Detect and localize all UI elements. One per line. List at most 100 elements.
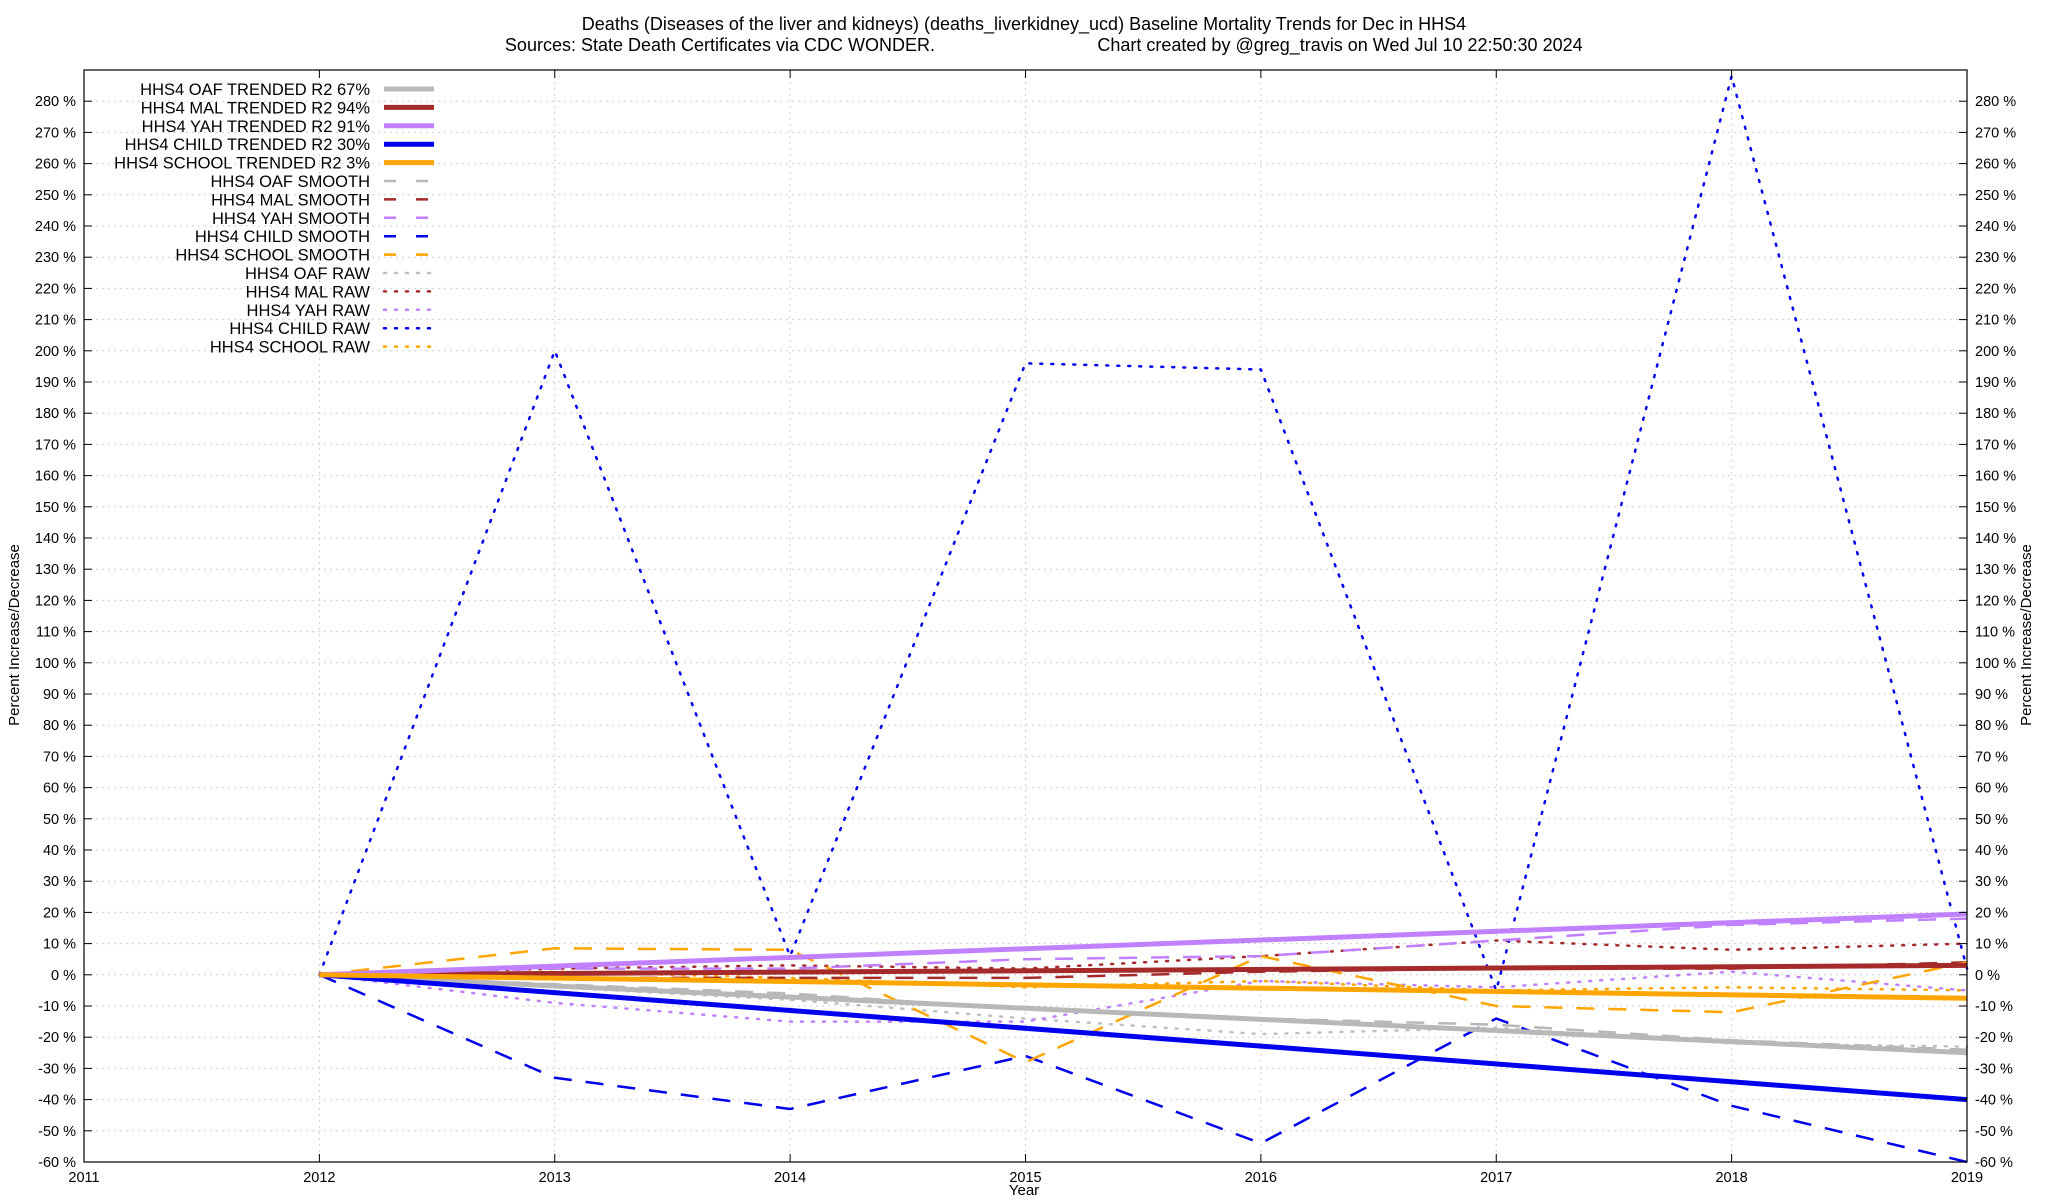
series-line-hhs4-oaf-trended-r2-67 [319,972,1968,1056]
y-tick-label-right: 30 % [1975,874,2008,890]
y-tick-label-right: 0 % [1975,968,2000,984]
series-line-hhs4-mal-trended-r2-94 [319,962,1968,978]
legend-label: HHS4 OAF TRENDED R2 67% [140,81,370,99]
y-tick-label-left: 90 % [43,687,76,703]
y-tick-label-right: 50 % [1975,812,2008,828]
series-line-hhs4-school-trended-r2-3 [319,972,1968,1001]
y-tick-label-left: 30 % [43,874,76,890]
y-tick-label-left: 110 % [36,625,76,641]
series-line-hhs4-yah-raw [318,970,1969,1023]
y-tick-label-left: 240 % [35,219,76,235]
y-tick-label-left: -30 % [38,1061,76,1077]
y-tick-label-right: 120 % [1975,593,2016,609]
y-tick-label-left: -40 % [38,1093,76,1109]
y-tick-label-left: 140 % [35,531,76,547]
y-tick-label-left: 180 % [35,406,76,422]
y-tick-label-right: 220 % [1975,281,2016,297]
legend-label: HHS4 YAH RAW [247,302,371,320]
series-line-hhs4-child-raw [318,74,1969,992]
y-tick-label-right: 210 % [1975,313,2016,329]
legend-label: HHS4 YAH TRENDED R2 91% [142,118,371,136]
y-tick-label-left: 0 % [51,968,76,984]
y-tick-label-left: 100 % [35,656,76,672]
x-tick-label: 2019 [1951,1170,1983,1186]
y-tick-label-left: 130 % [35,562,76,578]
y-tick-label-left: -50 % [38,1124,76,1140]
y-tick-label-left: 80 % [43,718,76,734]
series-line-hhs4-mal-raw [318,939,1969,977]
y-tick-label-left: 270 % [35,125,76,141]
legend-label: HHS4 YAH SMOOTH [212,210,370,228]
x-tick-label: 2011 [68,1170,99,1186]
legend-label: HHS4 CHILD TRENDED R2 30% [125,136,371,154]
x-tick-label: 2014 [774,1170,806,1186]
y-tick-label-right: -10 % [1975,999,2013,1015]
chart-title-source: Sources: State Death Certificates via CD… [505,35,935,55]
y-tick-label-left: 20 % [43,905,76,921]
legend-label: HHS4 MAL SMOOTH [211,191,370,209]
y-tick-label-right: 110 % [1975,625,2015,641]
y-tick-label-right: 160 % [1975,469,2016,485]
y-tick-label-right: 80 % [1975,718,2008,734]
series-line-hhs4-yah-trended-r2-91 [319,911,1968,978]
plot-series [318,74,1969,1164]
y-tick-label-right: -30 % [1975,1061,2013,1077]
legend-label: HHS4 MAL TRENDED R2 94% [141,99,371,117]
series-line-hhs4-child-trended-r2-30 [319,972,1968,1103]
chart-title-line1: Deaths (Diseases of the liver and kidney… [582,14,1466,35]
legend-label: HHS4 SCHOOL SMOOTH [175,247,370,265]
y-tick-label-right: 250 % [1975,188,2016,204]
y-tick-label-left: 160 % [35,469,76,485]
y-tick-label-left: 150 % [35,500,76,516]
y-tick-label-right: 260 % [1975,157,2016,173]
y-tick-label-right: 10 % [1975,937,2008,953]
x-tick-label: 2012 [303,1170,335,1186]
y-tick-label-right: 70 % [1975,749,2008,765]
y-tick-label-left: 210 % [35,313,76,329]
y-tick-label-left: 190 % [35,375,76,391]
y-tick-label-left: 280 % [35,94,76,110]
y-tick-label-left: 260 % [35,157,76,173]
x-tick-label: 2017 [1480,1170,1512,1186]
y-tick-label-right: 270 % [1975,125,2016,141]
x-tick-label: 2015 [1009,1170,1041,1186]
y-tick-label-right: 140 % [1975,531,2016,547]
y-tick-label-left: -20 % [38,1030,76,1046]
chart-title-credit: Chart created by @greg_travis on Wed Jul… [1097,35,1582,56]
y-tick-label-right: 230 % [1975,250,2016,266]
y-tick-label-right: 200 % [1975,344,2016,360]
y-tick-label-left: 40 % [43,843,76,859]
y-tick-label-right: 180 % [1975,406,2016,422]
x-tick-label: 2018 [1715,1170,1747,1186]
y-tick-label-right: 280 % [1975,94,2016,110]
y-tick-label-left: 70 % [43,749,76,765]
legend-label: HHS4 SCHOOL TRENDED R2 3% [114,155,370,173]
y-tick-label-right: 130 % [1975,562,2016,578]
y-axis-label-left: Percent Increase/Decrease [6,544,23,726]
y-tick-label-right: 40 % [1975,843,2008,859]
y-tick-label-left: -60 % [38,1155,76,1171]
y-tick-label-right: -40 % [1975,1093,2013,1109]
legend-label: HHS4 OAF SMOOTH [210,173,370,191]
y-tick-label-right: 90 % [1975,687,2008,703]
y-tick-label-right: -60 % [1975,1155,2013,1171]
y-tick-label-right: 60 % [1975,781,2008,797]
y-tick-label-left: 200 % [35,344,76,360]
y-tick-label-right: 170 % [1975,437,2016,453]
series-line-hhs4-child-smooth [318,973,1968,1164]
y-axis-label-right: Percent Increase/Decrease [2018,544,2035,726]
y-tick-label-left: -10 % [38,999,76,1015]
y-tick-label-left: 50 % [43,812,76,828]
grid [84,70,1967,1162]
legend: HHS4 OAF TRENDED R2 67%HHS4 MAL TRENDED … [114,81,436,357]
y-tick-label-left: 60 % [43,781,76,797]
axis-ticks: -60 % -60 % -50 % -50 % -40 % -40 % -30 % -30 %… [35,70,2016,1186]
y-tick-label-left: 250 % [35,188,76,204]
legend-label: HHS4 SCHOOL RAW [210,339,371,357]
y-tick-label-right: 100 % [1975,656,2016,672]
legend-label: HHS4 MAL RAW [246,283,371,301]
y-tick-label-left: 10 % [43,937,76,953]
y-tick-label-right: -20 % [1975,1030,2013,1046]
legend-label: HHS4 OAF RAW [245,265,370,283]
